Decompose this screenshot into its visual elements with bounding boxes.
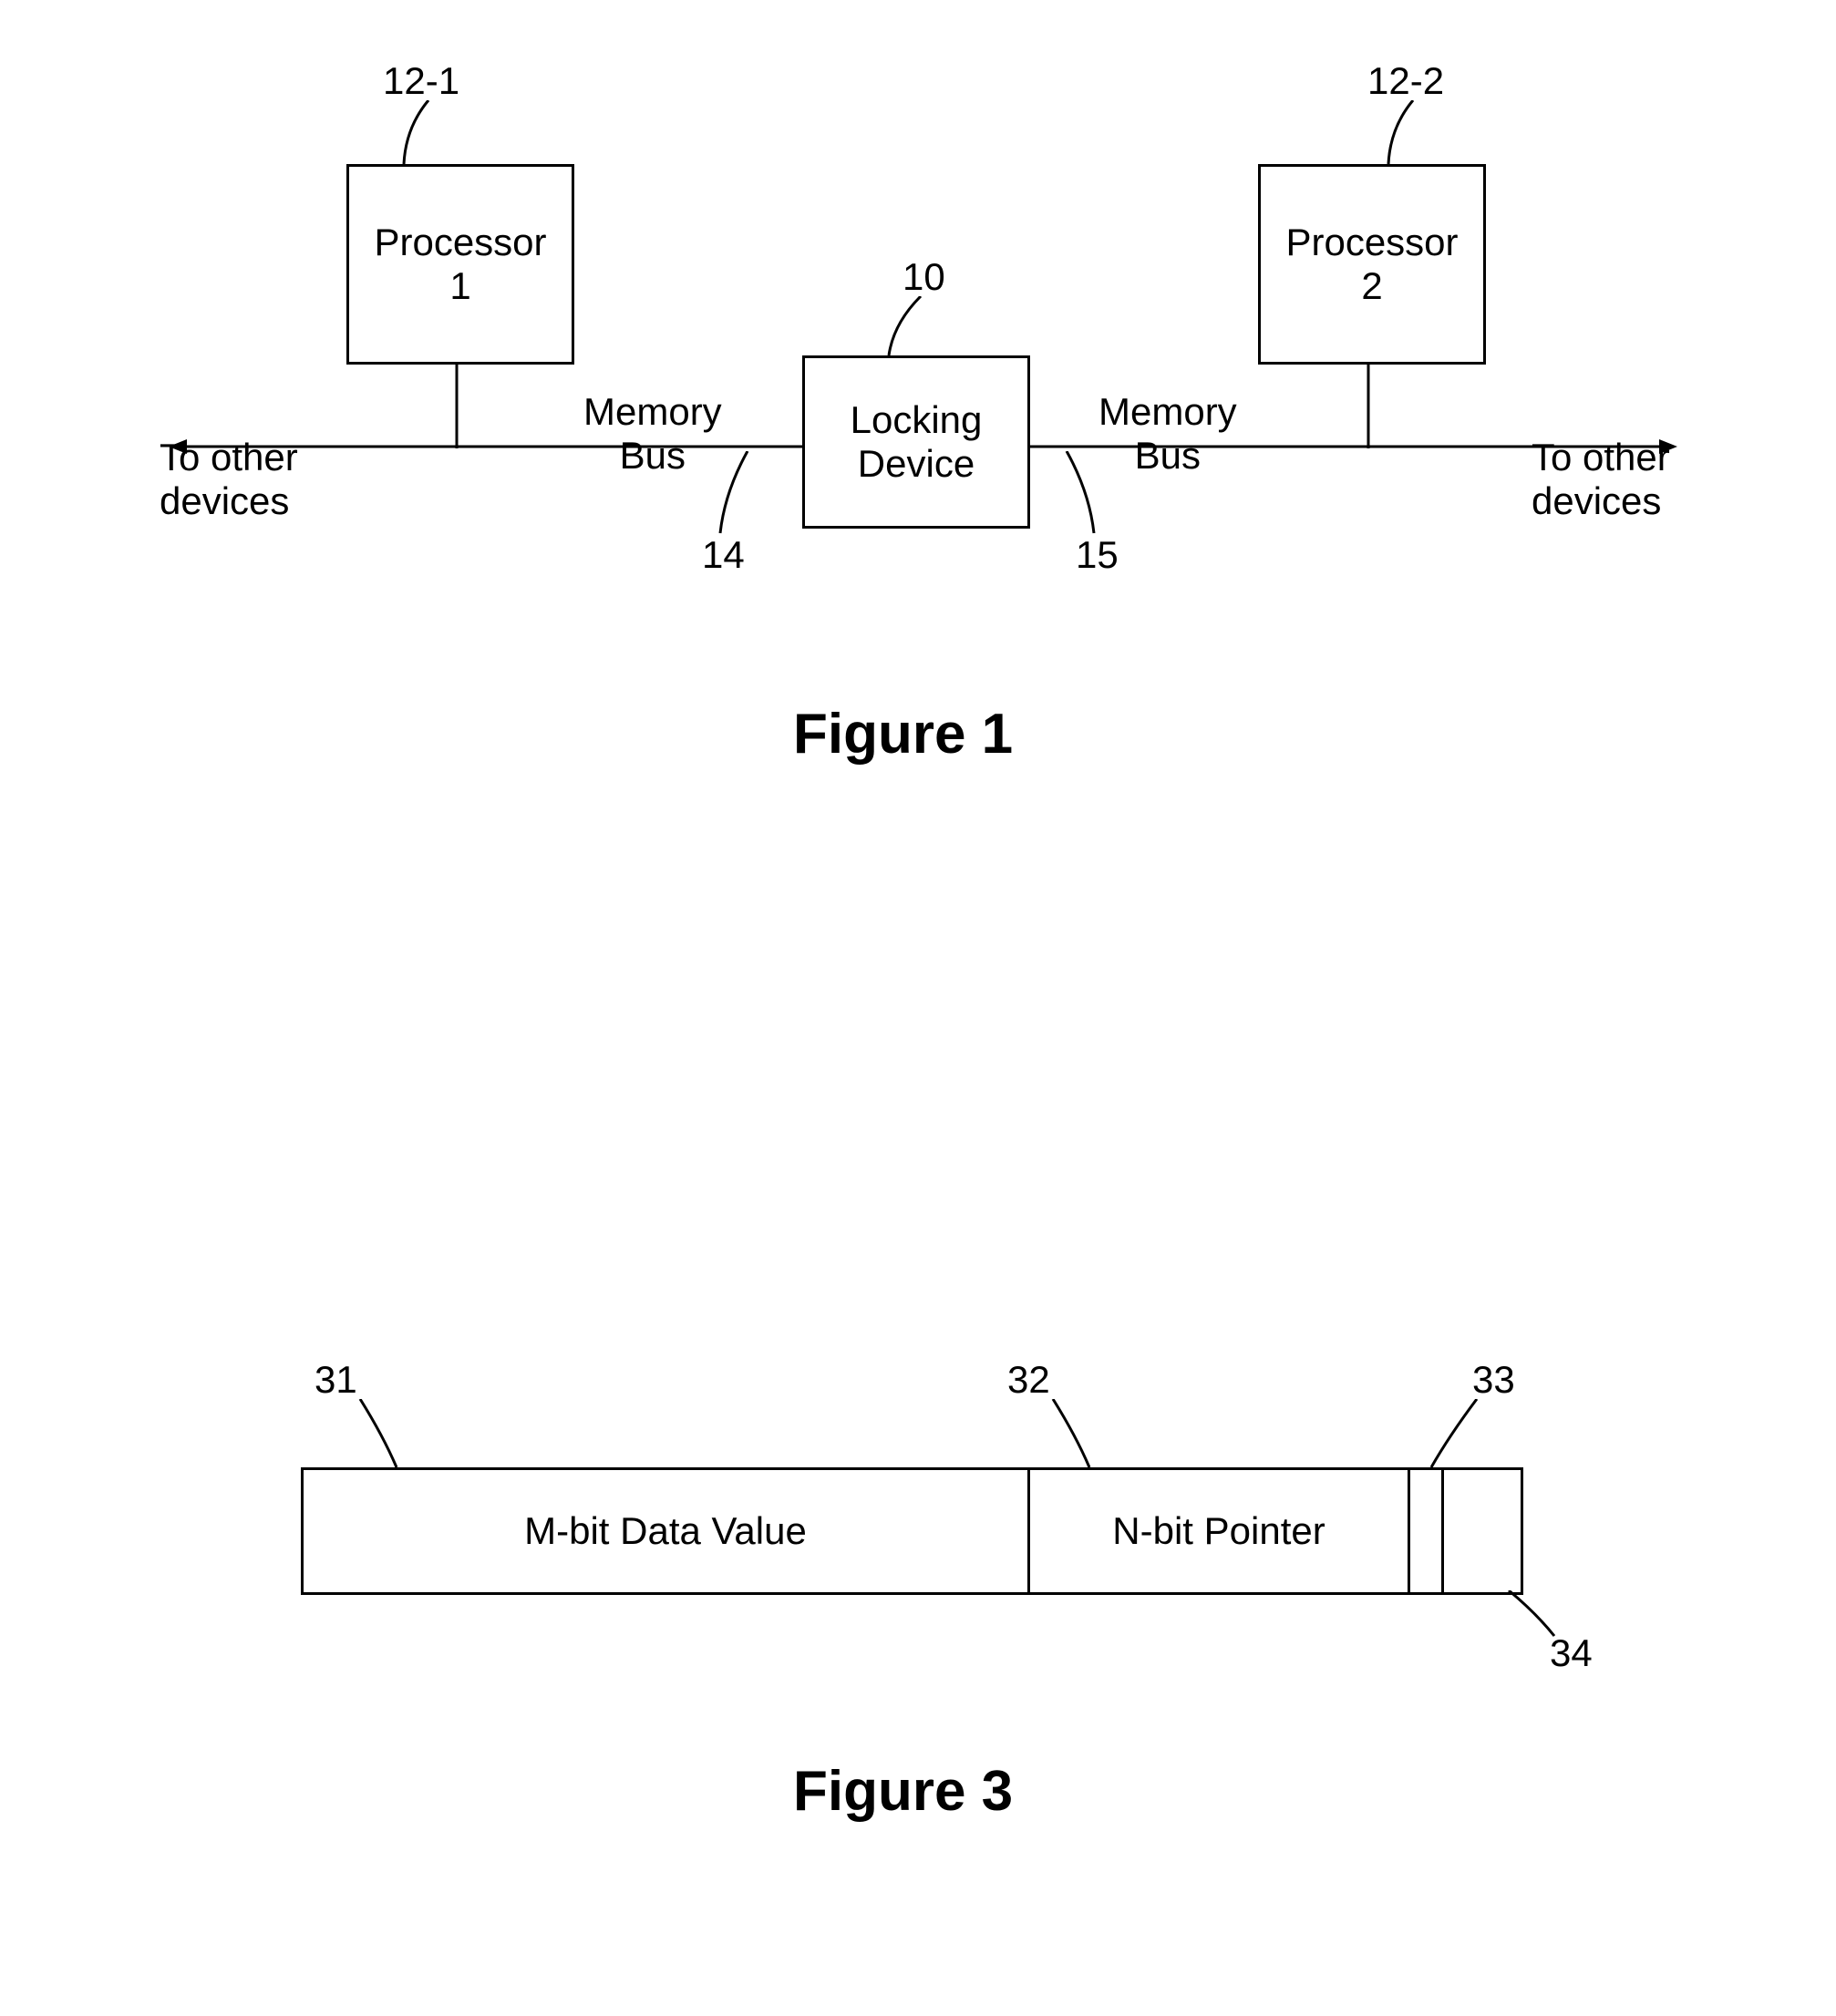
proc2-connector — [1366, 365, 1375, 448]
leader-14 — [711, 451, 766, 538]
figure-1-title: Figure 1 — [793, 702, 1013, 766]
leader-12-1 — [401, 100, 456, 169]
block-33 — [1408, 1467, 1444, 1595]
processor-2-box: Processor 2 — [1258, 164, 1486, 365]
ref-31: 31 — [315, 1358, 357, 1402]
nbit-block: N-bit Pointer — [1027, 1467, 1410, 1595]
ref-12-2: 12-2 — [1367, 59, 1444, 103]
leader-10 — [884, 296, 939, 360]
leader-34 — [1504, 1590, 1568, 1645]
memory-bus-1-label: Memory Bus — [583, 346, 722, 478]
ref-10: 10 — [903, 255, 945, 299]
memory-bus-2-label: Memory Bus — [1099, 346, 1237, 478]
mbit-block: M-bit Data Value — [301, 1467, 1030, 1595]
ref-33: 33 — [1472, 1358, 1515, 1402]
mbit-label: M-bit Data Value — [524, 1509, 807, 1553]
ref-12-1: 12-1 — [383, 59, 459, 103]
leader-32 — [1048, 1399, 1103, 1472]
processor-2-label: Processor 2 — [1285, 221, 1458, 308]
ref-32: 32 — [1007, 1358, 1050, 1402]
locking-device-label: Locking Device — [851, 398, 983, 486]
ref-15: 15 — [1076, 533, 1119, 577]
nbit-label: N-bit Pointer — [1112, 1509, 1325, 1553]
ref-14: 14 — [702, 533, 745, 577]
to-other-2: To other devices — [1532, 392, 1670, 523]
figure-3-title: Figure 3 — [793, 1759, 1013, 1824]
leader-15 — [1057, 451, 1112, 538]
processor-1-label: Processor 1 — [374, 221, 546, 308]
block-34 — [1441, 1467, 1523, 1595]
locking-device-box: Locking Device — [802, 355, 1030, 529]
proc1-connector — [454, 365, 463, 448]
leader-33 — [1427, 1399, 1490, 1472]
leader-12-2 — [1386, 100, 1440, 169]
processor-1-box: Processor 1 — [346, 164, 574, 365]
leader-31 — [356, 1399, 410, 1472]
to-other-1: To other devices — [160, 392, 298, 523]
